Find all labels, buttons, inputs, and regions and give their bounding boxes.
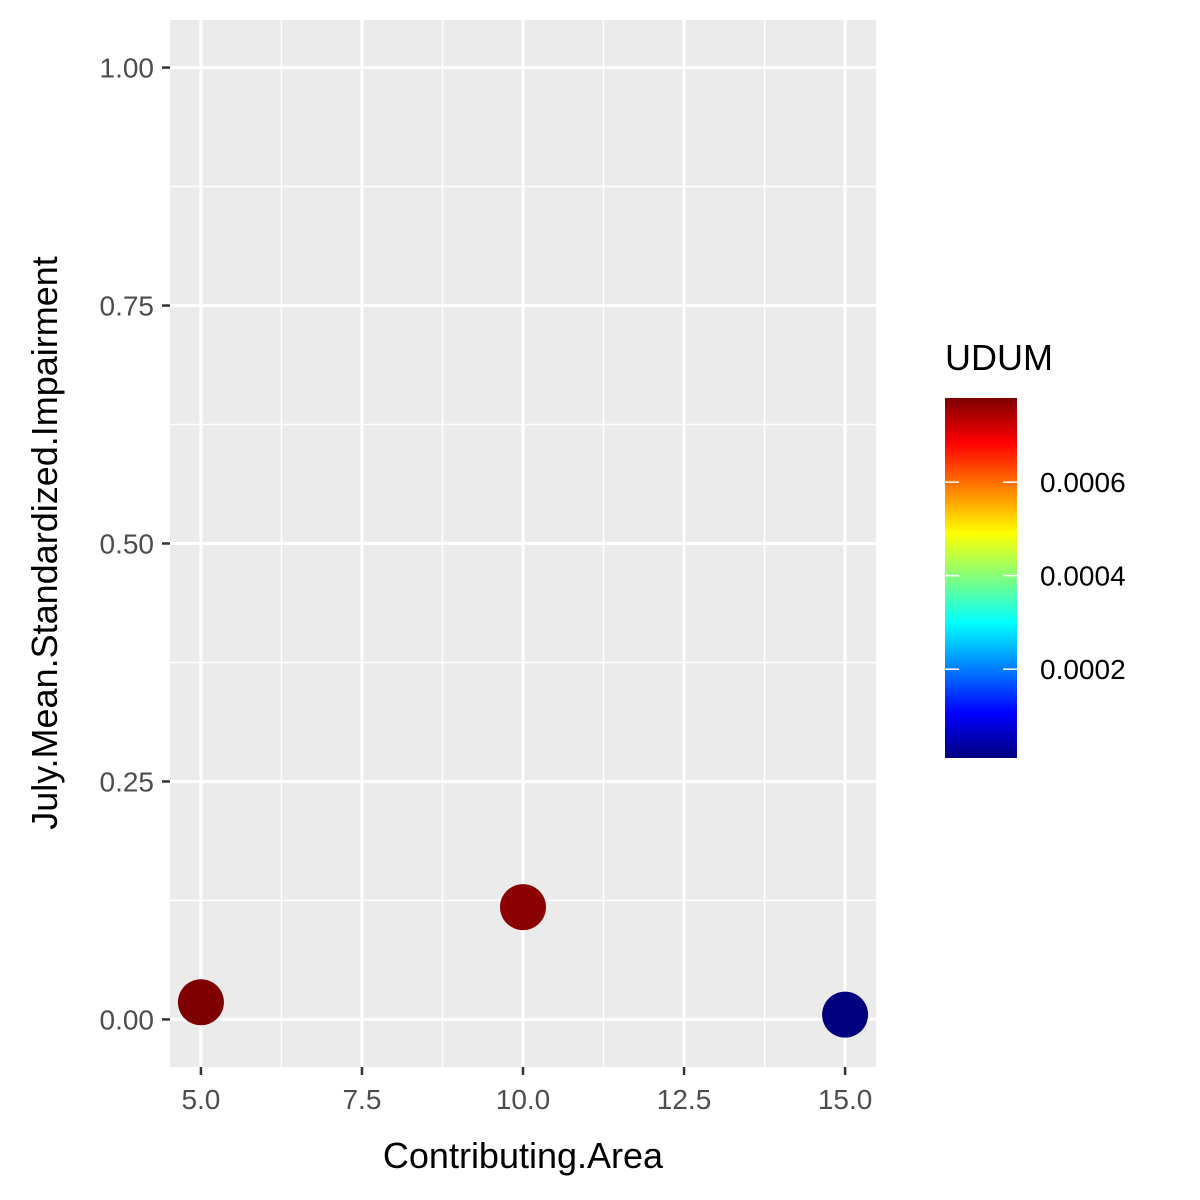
x-tick-label: 12.5 bbox=[657, 1084, 712, 1115]
x-tick-label: 5.0 bbox=[181, 1084, 220, 1115]
legend-title: UDUM bbox=[945, 337, 1053, 378]
y-axis: 0.00 0.25 0.50 0.75 1.00 bbox=[100, 53, 170, 1035]
legend-break-label: 0.0002 bbox=[1040, 654, 1126, 685]
y-axis-title: July.Mean.Standardized.Impairment bbox=[24, 256, 65, 830]
x-tick-label: 15.0 bbox=[818, 1084, 873, 1115]
x-tick-label: 10.0 bbox=[496, 1084, 551, 1115]
legend-break-label: 0.0004 bbox=[1040, 561, 1126, 592]
y-tick-label: 0.50 bbox=[100, 529, 155, 560]
y-tick-label: 0.25 bbox=[100, 766, 155, 797]
color-legend: UDUM 0.0002 0.0004 0.0006 bbox=[945, 337, 1126, 758]
data-point bbox=[822, 991, 869, 1038]
x-tick-label: 7.5 bbox=[342, 1084, 381, 1115]
data-points bbox=[177, 884, 869, 1038]
legend-break-label: 0.0006 bbox=[1040, 467, 1126, 498]
y-tick-label: 1.00 bbox=[100, 53, 155, 84]
colorbar bbox=[945, 398, 1017, 758]
data-point bbox=[177, 979, 224, 1026]
y-tick-label: 0.00 bbox=[100, 1004, 155, 1035]
data-point bbox=[500, 884, 546, 931]
x-axis-title: Contributing.Area bbox=[383, 1135, 664, 1176]
y-tick-label: 0.75 bbox=[100, 291, 155, 322]
x-axis: 5.0 7.5 10.0 12.5 15.0 bbox=[181, 1067, 872, 1115]
